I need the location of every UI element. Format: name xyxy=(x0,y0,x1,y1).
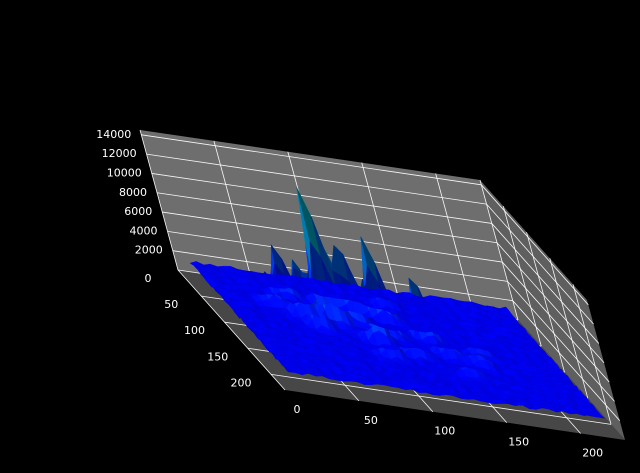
x-tick-label: 200 xyxy=(231,376,252,389)
wall-grid-z-right xyxy=(481,184,589,306)
wall-grid-z-right xyxy=(486,203,594,325)
y-tick-label: 200 xyxy=(582,447,603,460)
wall-grid-y xyxy=(139,129,179,271)
wall-grid-z-left xyxy=(141,134,482,186)
z-tick-label: 12000 xyxy=(102,147,137,160)
z-tick-label: 6000 xyxy=(124,205,152,218)
z-tick-label: 8000 xyxy=(119,186,147,199)
wall-grid-z-right xyxy=(501,261,610,383)
surface xyxy=(189,187,606,419)
y-tick-label: 150 xyxy=(508,436,529,449)
x-tick-label: 100 xyxy=(184,324,205,337)
wall-grid-z-left xyxy=(146,153,487,205)
wall-grid-z-left xyxy=(151,173,492,224)
wall-grid-y xyxy=(435,173,475,314)
wall-grid-y xyxy=(361,162,401,303)
x-tick-label: 0 xyxy=(145,272,152,285)
wall-grid-z-right xyxy=(496,242,605,364)
z-tick-label: 14000 xyxy=(96,128,131,141)
floor-grid-y xyxy=(177,269,286,391)
wall-grid-y xyxy=(213,140,253,281)
wall-grid-z-right xyxy=(491,223,600,344)
back-right-pane xyxy=(480,180,625,440)
wall-grid-z-left xyxy=(162,211,503,263)
x-tick-label: 150 xyxy=(207,350,228,363)
wall-grid-z-left xyxy=(156,192,498,244)
z-tick-label: 2000 xyxy=(135,244,163,257)
wall-grid-z-right xyxy=(512,300,621,421)
z-tick-label: 10000 xyxy=(107,166,142,179)
wall-grid-x xyxy=(479,179,519,321)
tick-labels: 2000400060008000100001200014000050100150… xyxy=(96,128,603,460)
x-tick-label: 50 xyxy=(164,298,178,311)
y-tick-label: 50 xyxy=(364,414,378,427)
z-tick-label: 4000 xyxy=(130,224,158,237)
y-tick-label: 0 xyxy=(294,403,301,416)
surface-patch xyxy=(499,306,509,312)
floor-grid-x xyxy=(270,373,612,425)
y-tick-label: 100 xyxy=(434,425,455,438)
wall-grid-z-right xyxy=(507,281,615,402)
